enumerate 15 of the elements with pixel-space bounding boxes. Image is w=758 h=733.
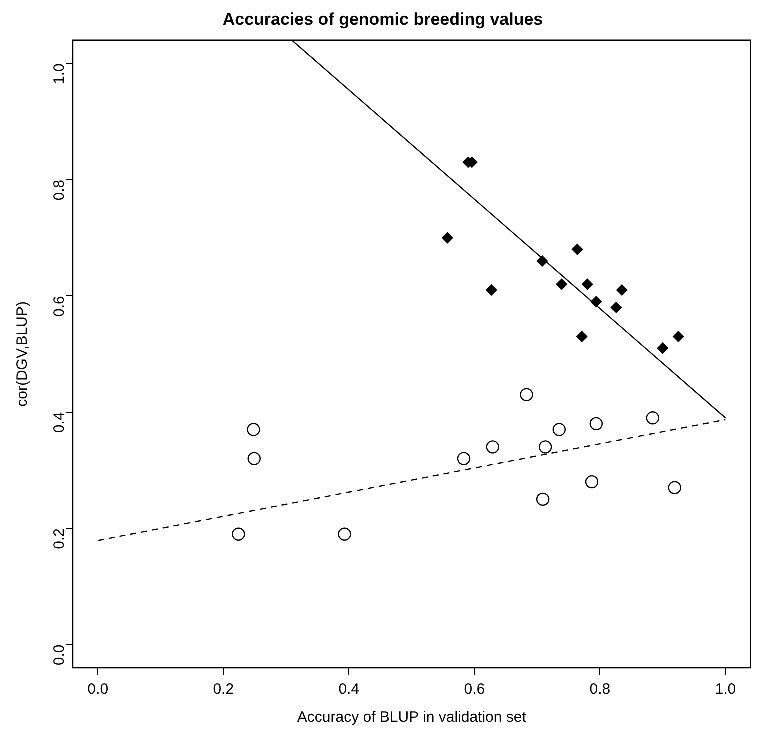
y-tick-label: 0.0	[51, 644, 68, 666]
x-tick-label: 1.0	[715, 681, 736, 698]
x-tick-label: 0.8	[590, 681, 611, 698]
y-tick-label: 0.8	[51, 180, 68, 201]
y-tick-label: 0.6	[51, 296, 68, 317]
chart-title: Accuracies of genomic breeding values	[222, 10, 544, 29]
x-tick-label: 0.2	[213, 681, 234, 698]
x-tick-label: 0.6	[464, 681, 486, 698]
y-tick-label: 0.2	[51, 528, 68, 550]
y-tick-label: 1.0	[51, 64, 68, 85]
x-axis-title: Accuracy of BLUP in validation set	[297, 709, 528, 726]
y-axis-title: cor(DGV,BLUP)	[14, 302, 32, 407]
x-tick-label: 0.0	[88, 681, 109, 698]
y-tick-label: 0.4	[51, 412, 68, 434]
x-tick-label: 0.4	[338, 681, 360, 698]
